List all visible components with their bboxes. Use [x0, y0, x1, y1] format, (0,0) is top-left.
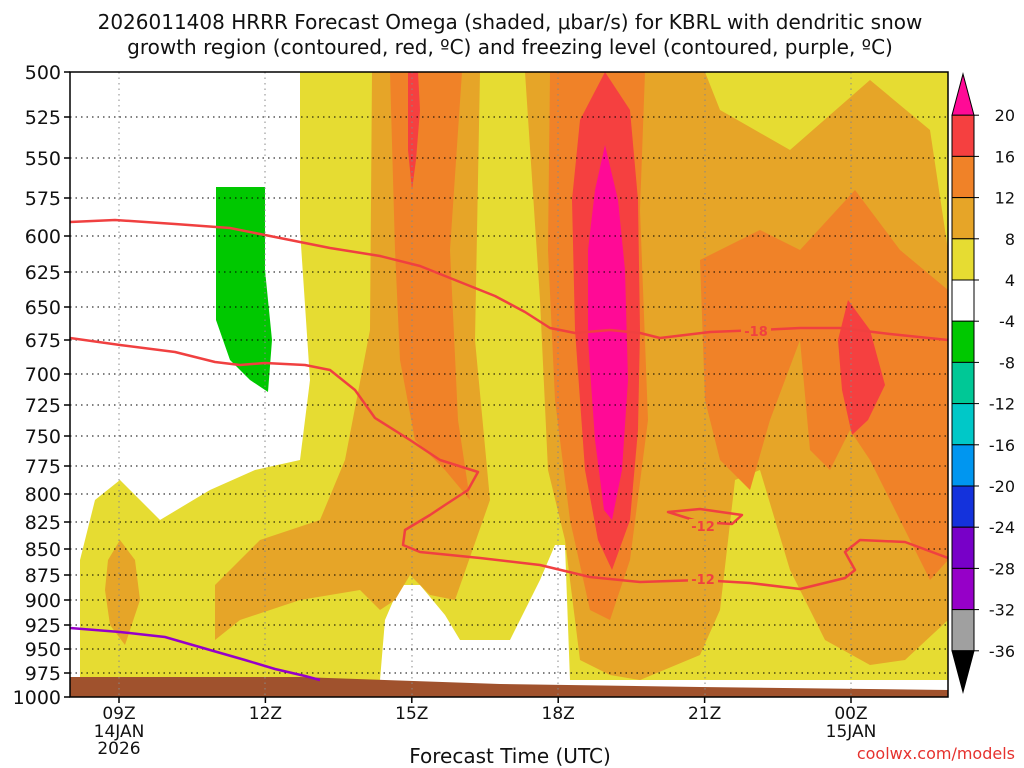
- y-axis: 500 525 550 575 600 625 650 675 700 725 750 775 800 8…: [13, 62, 70, 709]
- x-tick-year-label: 2026: [97, 739, 140, 759]
- colorbar-swatch: [951, 526, 975, 569]
- omega-band-neg4-neg8: [216, 187, 272, 392]
- contour-label-bg-3: [689, 519, 717, 533]
- colorbar-label: -32: [989, 601, 1015, 620]
- y-tick-label: 525: [25, 107, 61, 129]
- plot-area: -18 -12 -12: [70, 72, 948, 697]
- x-tick-label: 18Z: [542, 704, 575, 724]
- colorbar-swatch: [951, 567, 975, 611]
- colorbar-label: -4: [999, 312, 1015, 331]
- x-tick-date-label: 14JAN: [94, 722, 145, 742]
- y-tick-label: 1000: [13, 687, 61, 709]
- colorbar-label: -16: [989, 436, 1015, 455]
- omega-band-16-20-right: [838, 300, 885, 435]
- colorbar-label: -20: [989, 477, 1015, 496]
- y-tick-label: 850: [25, 539, 61, 561]
- y-tick-label: 675: [25, 330, 61, 352]
- y-tick-label: 650: [25, 297, 61, 319]
- below-ground-strip: [70, 677, 948, 697]
- y-tick-label: 975: [25, 663, 61, 685]
- omega-band-12-16-left: [390, 72, 470, 500]
- contour-label-bg-1: [741, 324, 771, 338]
- y-tick-label: 600: [25, 226, 61, 248]
- contour-label-bg-2: [688, 573, 718, 587]
- colorbar-label: -8: [999, 353, 1015, 372]
- omega-band-white-lower: [380, 545, 570, 680]
- colorbar-swatch: [951, 238, 975, 281]
- dgz-top-contour-minus18: [70, 218, 948, 342]
- chart-title-line1: 2026011408 HRRR Forecast Omega (shaded, …: [98, 10, 923, 34]
- y-tick-label: 700: [25, 364, 61, 386]
- y-tick-label: 925: [25, 615, 61, 637]
- colorbar-swatch: [951, 114, 975, 157]
- credit-text: coolwx.com/models: [857, 744, 1015, 763]
- freezing-level-contour: [70, 626, 321, 682]
- plot-frame: [69, 71, 949, 698]
- colorbar-label: 8: [1005, 230, 1015, 249]
- contour-label-minus18: -18: [744, 325, 768, 340]
- y-tick-label: 550: [25, 148, 61, 170]
- x-tick-label: 09Z: [102, 704, 135, 724]
- y-tick-label: 825: [25, 512, 61, 534]
- y-tick-label: 500: [25, 62, 61, 84]
- omega-band-12-16-right: [700, 190, 948, 580]
- x-tick-date-label: 15JAN: [826, 722, 877, 742]
- colorbar-label: -28: [989, 559, 1015, 578]
- colorbar-label: 12: [995, 189, 1015, 208]
- y-tick-label: 575: [25, 188, 61, 210]
- y-tick-label: 725: [25, 395, 61, 417]
- y-tick-label: 900: [25, 590, 61, 612]
- y-tick-label: 625: [25, 262, 61, 284]
- colorbar-label: 16: [995, 147, 1015, 166]
- colorbar-swatch: [951, 279, 975, 322]
- colorbar-label: -24: [989, 518, 1015, 537]
- contour-label-minus12-bottom: -12: [691, 573, 715, 588]
- colorbar-swatch: [951, 361, 975, 405]
- colorbar: 20 16 12 8 4 -4 -8 -12 -16 -20 -24 -28 -32 -36: [951, 72, 1015, 694]
- colorbar-label: -36: [989, 642, 1015, 661]
- colorbar-label: -12: [989, 395, 1015, 414]
- colorbar-swatch: [951, 485, 975, 528]
- contour-label-minus12-closed: -12: [691, 520, 715, 535]
- colorbar-swatch: [951, 197, 975, 240]
- colorbar-swatch: [951, 155, 975, 199]
- colorbar-swatch: [951, 650, 975, 694]
- omega-band-gt20-core: [588, 145, 628, 520]
- x-tick-label: 12Z: [249, 704, 282, 724]
- omega-band-16-20-narrow: [408, 72, 420, 190]
- x-axis-label: Forecast Time (UTC): [409, 744, 611, 768]
- colorbar-swatch: [951, 403, 975, 446]
- y-tick-label: 875: [25, 565, 61, 587]
- y-tick-label: 750: [25, 426, 61, 448]
- x-tick-label: 15Z: [395, 704, 428, 724]
- x-tick-label: 21Z: [688, 704, 721, 724]
- colorbar-label: 4: [1005, 271, 1015, 290]
- omega-band-8-12-blob: [105, 540, 140, 645]
- chart-title-line2: growth region (contoured, red, ºC) and f…: [127, 35, 893, 59]
- y-tick-label: 950: [25, 639, 61, 661]
- dgz-bottom-contour-minus12: [70, 336, 948, 591]
- colorbar-swatch: [951, 320, 975, 363]
- colorbar-swatch: [951, 609, 975, 652]
- y-gridlines: [70, 72, 948, 674]
- colorbar-swatch: [951, 72, 975, 116]
- y-tick-label: 800: [25, 484, 61, 506]
- x-tick-label: 00Z: [834, 704, 867, 724]
- colorbar-swatch: [951, 444, 975, 487]
- y-tick-label: 775: [25, 456, 61, 478]
- colorbar-label: 20: [995, 106, 1015, 125]
